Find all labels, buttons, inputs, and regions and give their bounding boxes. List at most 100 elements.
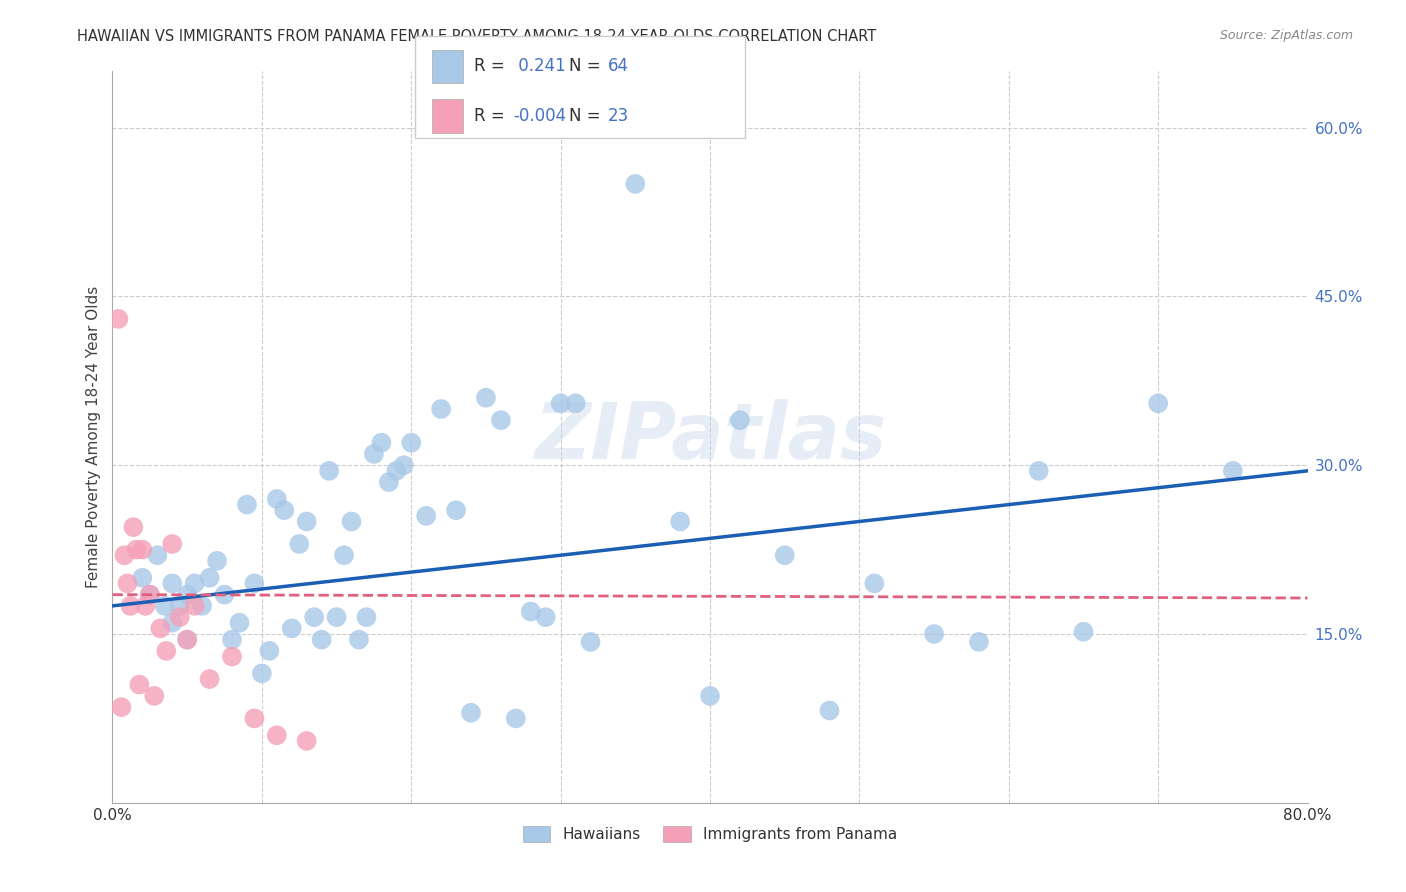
Point — [967, 635, 990, 649]
Point — [699, 689, 721, 703]
Point — [281, 621, 304, 635]
Point — [162, 615, 183, 630]
Point — [146, 548, 169, 562]
Legend: Hawaiians, Immigrants from Panama: Hawaiians, Immigrants from Panama — [515, 819, 905, 850]
Point — [162, 537, 183, 551]
Point — [534, 610, 557, 624]
Point — [863, 576, 886, 591]
Text: R =: R = — [474, 57, 510, 76]
Point — [564, 396, 586, 410]
Point — [1222, 464, 1244, 478]
Point — [243, 711, 266, 725]
Point — [370, 435, 392, 450]
Text: 0.241: 0.241 — [513, 57, 567, 76]
Point — [191, 599, 214, 613]
Point — [295, 515, 318, 529]
Point — [385, 464, 408, 478]
Point — [430, 401, 453, 416]
Point — [169, 610, 191, 624]
Point — [340, 515, 363, 529]
Text: -0.004: -0.004 — [513, 107, 567, 125]
Point — [117, 576, 139, 591]
Point — [347, 632, 370, 647]
Point — [363, 447, 385, 461]
Text: Source: ZipAtlas.com: Source: ZipAtlas.com — [1219, 29, 1353, 42]
Point — [183, 576, 205, 591]
Point — [273, 503, 295, 517]
Point — [475, 391, 498, 405]
Point — [356, 610, 378, 624]
Point — [728, 413, 751, 427]
Point — [139, 588, 162, 602]
Point — [266, 728, 288, 742]
Point — [153, 599, 176, 613]
Point — [550, 396, 572, 410]
Text: ZIPatlas: ZIPatlas — [534, 399, 886, 475]
Y-axis label: Female Poverty Among 18-24 Year Olds: Female Poverty Among 18-24 Year Olds — [86, 286, 101, 588]
Point — [139, 588, 162, 602]
Point — [520, 605, 543, 619]
Text: R =: R = — [474, 107, 510, 125]
Point — [378, 475, 401, 489]
Point — [266, 491, 288, 506]
Point — [131, 542, 153, 557]
Point — [169, 599, 191, 613]
Point — [818, 704, 841, 718]
Point — [176, 632, 198, 647]
Point — [122, 520, 145, 534]
Point — [444, 503, 467, 517]
Point — [131, 571, 153, 585]
Point — [155, 644, 177, 658]
Point — [1147, 396, 1170, 410]
Point — [460, 706, 482, 720]
Point — [311, 632, 333, 647]
Point — [162, 576, 183, 591]
Point — [128, 678, 150, 692]
Point — [243, 576, 266, 591]
Point — [125, 542, 148, 557]
Point — [183, 599, 205, 613]
Point — [205, 554, 228, 568]
Point — [134, 599, 156, 613]
Point — [333, 548, 356, 562]
Point — [669, 515, 692, 529]
Point — [318, 464, 340, 478]
Point — [302, 610, 325, 624]
Text: 64: 64 — [607, 57, 628, 76]
Point — [922, 627, 945, 641]
Point — [250, 666, 273, 681]
Point — [415, 508, 437, 523]
Point — [505, 711, 527, 725]
Text: 23: 23 — [607, 107, 628, 125]
Point — [259, 644, 281, 658]
Point — [110, 700, 132, 714]
Text: N =: N = — [569, 107, 606, 125]
Point — [1073, 624, 1095, 639]
Point — [325, 610, 347, 624]
Point — [221, 649, 243, 664]
Point — [176, 588, 198, 602]
Text: N =: N = — [569, 57, 606, 76]
Point — [489, 413, 512, 427]
Text: HAWAIIAN VS IMMIGRANTS FROM PANAMA FEMALE POVERTY AMONG 18-24 YEAR OLDS CORRELAT: HAWAIIAN VS IMMIGRANTS FROM PANAMA FEMAL… — [77, 29, 876, 44]
Point — [198, 571, 221, 585]
Point — [624, 177, 647, 191]
Point — [149, 621, 172, 635]
Point — [1028, 464, 1050, 478]
Point — [114, 548, 135, 562]
Point — [221, 632, 243, 647]
Point — [107, 312, 129, 326]
Point — [228, 615, 250, 630]
Point — [295, 734, 318, 748]
Point — [198, 672, 221, 686]
Point — [214, 588, 236, 602]
Point — [392, 458, 415, 473]
Point — [288, 537, 311, 551]
Point — [176, 632, 198, 647]
Point — [773, 548, 796, 562]
Point — [401, 435, 423, 450]
Point — [236, 498, 259, 512]
Point — [143, 689, 166, 703]
Point — [579, 635, 602, 649]
Point — [120, 599, 142, 613]
